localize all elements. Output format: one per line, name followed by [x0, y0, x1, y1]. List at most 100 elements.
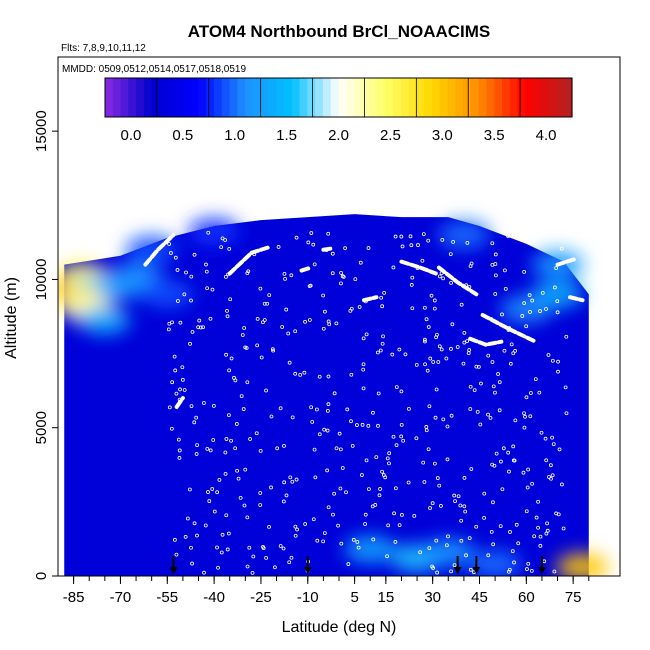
- colorbar-swatch: [525, 78, 534, 117]
- colorbar-swatch: [361, 78, 371, 117]
- sample-point: [167, 242, 172, 246]
- sample-point: [430, 501, 435, 506]
- sample-point: [240, 333, 245, 337]
- sample-point: [468, 384, 473, 389]
- sample-point: [446, 534, 450, 539]
- sample-point: [211, 403, 216, 408]
- sample-point: [364, 332, 369, 337]
- sample-point: [437, 344, 442, 349]
- sample-point: [311, 242, 316, 247]
- sample-point: [385, 456, 390, 461]
- sample-point: [208, 316, 213, 321]
- sample-point: [432, 306, 437, 311]
- sample-point: [261, 546, 266, 551]
- sample-point: [204, 269, 209, 274]
- sample-point: [410, 275, 415, 280]
- colorbar-swatch: [416, 78, 425, 117]
- sample-point: [378, 487, 382, 491]
- sample-point: [491, 384, 496, 389]
- sample-point: [306, 240, 311, 245]
- y-tick-label: 15000: [33, 110, 50, 152]
- sample-point: [322, 531, 327, 536]
- sample-point: [510, 549, 515, 554]
- sample-point: [281, 499, 286, 504]
- sample-point: [289, 273, 294, 278]
- sample-point: [522, 411, 526, 416]
- sample-point: [414, 436, 419, 441]
- sample-point: [557, 447, 562, 452]
- sample-point: [451, 240, 456, 244]
- sample-point: [427, 546, 432, 551]
- sample-point: [245, 380, 250, 385]
- colorbar-swatch: [159, 78, 168, 117]
- sample-point: [441, 417, 446, 422]
- sample-point: [437, 274, 442, 279]
- sample-point: [307, 318, 312, 322]
- sample-point: [449, 569, 453, 574]
- sample-point: [468, 567, 473, 572]
- colorbar-tick-label: 4.0: [536, 127, 557, 144]
- sample-point: [287, 560, 292, 565]
- sample-point: [440, 237, 445, 242]
- sample-point: [386, 523, 391, 528]
- sample-point: [501, 446, 506, 451]
- sample-point: [491, 542, 496, 547]
- sample-point: [324, 248, 329, 253]
- colorbar-swatch: [206, 78, 215, 117]
- sample-point: [212, 509, 217, 514]
- sample-point: [418, 550, 423, 555]
- sample-point: [340, 466, 345, 470]
- sample-point: [225, 547, 230, 552]
- sample-point: [499, 459, 503, 464]
- sample-point: [327, 322, 332, 327]
- sample-point: [524, 509, 529, 514]
- sample-point: [258, 286, 263, 291]
- sample-point: [177, 456, 182, 460]
- sample-point: [538, 534, 543, 539]
- sample-point: [488, 415, 493, 420]
- sample-point: [229, 438, 233, 443]
- sample-point: [529, 391, 533, 395]
- sample-point: [308, 283, 313, 288]
- sample-point: [548, 463, 553, 468]
- sample-point: [506, 450, 511, 455]
- sample-point: [538, 543, 543, 548]
- x-tick-label: 15: [377, 589, 394, 606]
- sample-point: [421, 232, 426, 236]
- colorbar-swatch: [447, 78, 456, 117]
- sample-point: [326, 505, 331, 510]
- sample-point: [545, 521, 549, 526]
- sample-point: [560, 482, 564, 487]
- sample-point: [380, 341, 385, 346]
- sample-point: [321, 293, 326, 298]
- sample-point: [459, 302, 464, 307]
- sample-point: [544, 458, 549, 463]
- sample-point: [339, 270, 343, 275]
- sample-point: [521, 470, 526, 475]
- sample-point: [180, 365, 185, 370]
- sample-point: [474, 364, 479, 369]
- sample-point: [555, 299, 560, 304]
- sample-point: [493, 252, 498, 257]
- field-cell: [437, 220, 490, 249]
- sample-point: [493, 273, 498, 278]
- sample-point: [431, 360, 436, 364]
- sample-point: [195, 443, 199, 448]
- sample-point: [461, 361, 466, 366]
- sample-point: [189, 545, 193, 550]
- colorbar-swatch: [385, 78, 394, 117]
- sample-point: [223, 450, 228, 455]
- sample-point: [264, 388, 268, 393]
- colorbar-swatch: [245, 78, 254, 117]
- colorbar-swatch: [408, 78, 417, 117]
- sample-point: [493, 262, 498, 266]
- sample-point: [508, 530, 512, 534]
- sample-point: [391, 265, 396, 270]
- sample-point: [170, 380, 175, 385]
- sample-point: [167, 405, 172, 410]
- x-tick-label: -40: [203, 589, 225, 606]
- sample-point: [361, 362, 366, 367]
- sample-point: [166, 327, 171, 332]
- sample-point: [380, 304, 385, 309]
- sample-point: [376, 391, 381, 396]
